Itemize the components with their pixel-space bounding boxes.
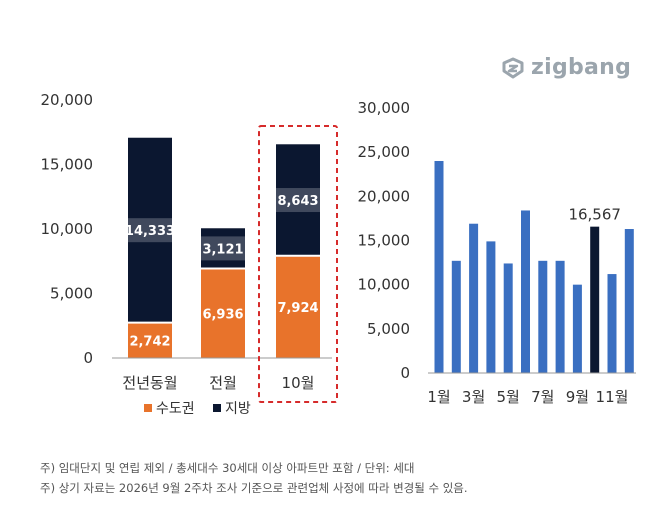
x-tick-label-right: 3월 bbox=[462, 388, 485, 406]
bar-month-6 bbox=[521, 210, 530, 373]
highlight-box bbox=[258, 125, 338, 403]
bar-month-10 bbox=[590, 226, 600, 373]
footnote-1: 주) 임대단지 및 연립 제외 / 총세대수 30세대 이상 아파트만 포함 /… bbox=[40, 461, 415, 475]
bar-provinces-1 bbox=[128, 137, 172, 323]
bar-month-1 bbox=[434, 161, 444, 373]
x-tick-label-right: 11월 bbox=[596, 388, 629, 406]
legend-label-provinces: 지방 bbox=[225, 401, 251, 417]
y-tick-label-right: 0 bbox=[400, 364, 410, 382]
bar-month-11 bbox=[607, 274, 617, 373]
data-label-capital-2: 6,936 bbox=[202, 307, 243, 322]
data-label-provinces-2: 3,121 bbox=[202, 242, 243, 257]
y-tick-label-right: 30,000 bbox=[358, 99, 411, 117]
x-tick-label-left: 전년동월 bbox=[122, 374, 177, 392]
footnotes: 주) 임대단지 및 연립 제외 / 총세대수 30세대 이상 아파트만 포함 /… bbox=[40, 458, 560, 498]
x-tick-label-left: 10월 bbox=[282, 374, 315, 392]
y-tick-label-right: 15,000 bbox=[358, 232, 411, 250]
zigbang-logo-icon bbox=[502, 57, 524, 78]
x-tick-label-right: 7월 bbox=[531, 388, 554, 406]
y-tick-label-left: 20,000 bbox=[41, 91, 94, 109]
data-label-capital-3: 7,924 bbox=[277, 301, 318, 316]
bar-capital-3 bbox=[276, 255, 320, 358]
data-label-provinces-3: 8,643 bbox=[277, 194, 318, 209]
bar-month-3 bbox=[469, 223, 479, 373]
bar-month-9 bbox=[572, 284, 582, 373]
y-tick-label-left: 15,000 bbox=[41, 156, 94, 174]
bar-month-2 bbox=[451, 260, 461, 373]
bar-capital-2 bbox=[201, 268, 245, 358]
brand-logo: zigbang bbox=[500, 55, 631, 80]
x-tick-label-right: 9월 bbox=[566, 388, 589, 406]
data-label-box-provinces bbox=[276, 188, 320, 213]
x-tick-label-right: 1월 bbox=[427, 388, 450, 406]
y-tick-label-right: 20,000 bbox=[358, 187, 411, 205]
y-tick-label-left: 10,000 bbox=[41, 220, 94, 238]
y-tick-label-left: 0 bbox=[83, 349, 93, 367]
x-tick-label-right: 5월 bbox=[497, 388, 520, 406]
bar-month-8 bbox=[555, 260, 565, 373]
y-tick-label-right: 10,000 bbox=[358, 276, 411, 294]
data-label-highlight: 16,567 bbox=[568, 206, 621, 224]
bar-capital-1 bbox=[128, 322, 172, 358]
data-label-box-provinces bbox=[128, 218, 172, 243]
bar-month-7 bbox=[538, 260, 548, 373]
bar-month-5 bbox=[503, 263, 513, 373]
data-label-capital-1: 2,742 bbox=[129, 334, 170, 349]
logo-text: zigbang bbox=[531, 55, 632, 80]
y-tick-label-right: 25,000 bbox=[358, 143, 411, 161]
data-label-provinces-1: 14,333 bbox=[125, 224, 175, 239]
legend-label-capital: 수도권 bbox=[156, 401, 195, 417]
bar-provinces-2 bbox=[201, 228, 245, 269]
y-tick-label-right: 5,000 bbox=[367, 320, 410, 338]
footnote-2: 주) 상기 자료는 2026년 9월 2주차 조사 기준으로 관련업체 사정에 … bbox=[40, 481, 468, 495]
bar-month-12 bbox=[624, 229, 634, 373]
y-tick-label-left: 5,000 bbox=[50, 285, 93, 303]
x-tick-label-left: 전월 bbox=[209, 374, 237, 392]
bar-provinces-3 bbox=[276, 144, 320, 256]
legend-swatch-capital bbox=[144, 404, 152, 412]
legend-swatch-provinces bbox=[213, 404, 221, 412]
bar-month-4 bbox=[486, 241, 496, 373]
data-label-box-provinces bbox=[201, 236, 245, 261]
